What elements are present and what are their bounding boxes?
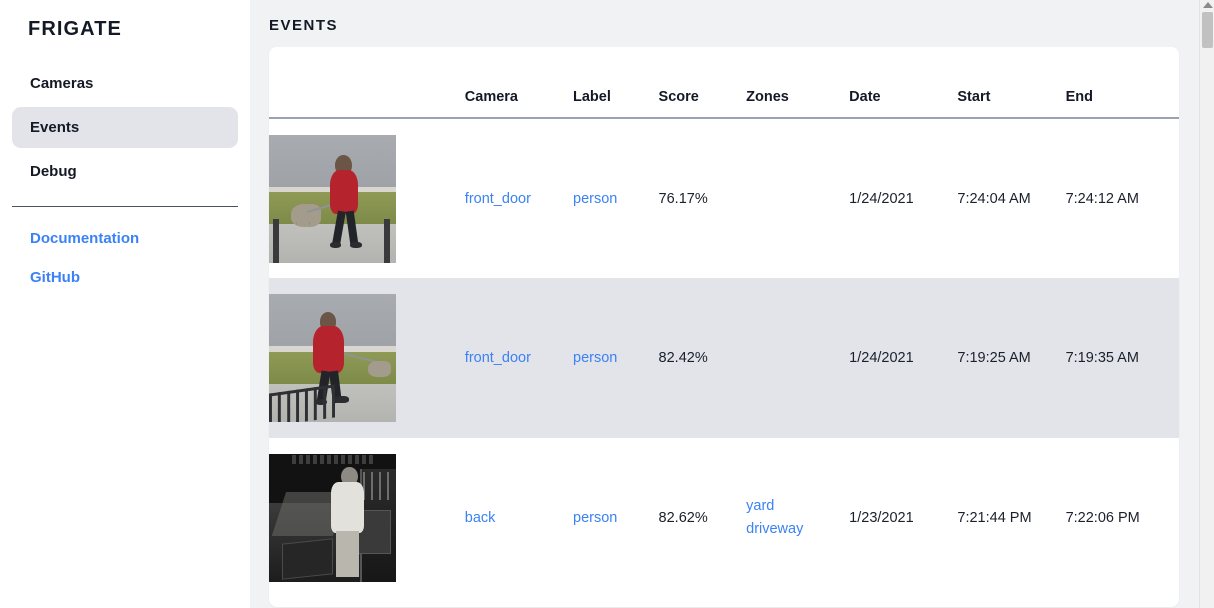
scene-dog xyxy=(368,360,391,378)
camera-link[interactable]: front_door xyxy=(464,350,531,366)
column-header-thumbnail xyxy=(269,47,465,119)
table-row[interactable]: front_door person 76.17% 1/24/2021 7:24:… xyxy=(269,118,1179,278)
event-thumbnail-image[interactable] xyxy=(269,294,396,422)
column-header-label: Label xyxy=(573,47,659,119)
dog-leg xyxy=(296,222,297,226)
event-start-cell: 7:19:25 AM xyxy=(957,350,1031,366)
event-camera-cell: back xyxy=(465,438,573,598)
events-table-header-row: Camera Label Score Zones Date Start End xyxy=(269,47,1179,119)
events-table-body: front_door person 76.17% 1/24/2021 7:24:… xyxy=(269,118,1179,598)
person-shirt xyxy=(331,482,365,534)
label-link[interactable]: person xyxy=(573,190,618,207)
camera-link[interactable]: front_door xyxy=(464,190,531,207)
events-table: Camera Label Score Zones Date Start End xyxy=(269,47,1179,598)
app-brand-title: FRIGATE xyxy=(28,18,122,40)
sidebar-item-cameras[interactable]: Cameras xyxy=(30,75,94,92)
person-shoe xyxy=(329,242,342,249)
events-table-head: Camera Label Score Zones Date Start End xyxy=(269,47,1179,119)
event-score-cell: 76.17% xyxy=(658,190,708,207)
event-end-cell: 7:24:12 AM xyxy=(1065,190,1139,207)
column-header-start: Start xyxy=(957,47,1066,119)
page-scrollbar[interactable] xyxy=(1199,0,1214,608)
event-zones-cell: yard driveway xyxy=(746,438,849,598)
person-red-coat xyxy=(313,326,344,374)
event-score-cell: 82.42% xyxy=(658,350,708,366)
scene-deck-railing xyxy=(363,471,394,501)
camera-link[interactable]: back xyxy=(464,510,496,526)
label-link[interactable]: person xyxy=(573,510,618,526)
event-thumbnail-image[interactable] xyxy=(269,454,396,582)
camera-timestamp-overlay xyxy=(291,455,376,464)
event-end-cell: 7:22:06 PM xyxy=(1065,510,1140,526)
event-label-cell: person xyxy=(573,438,659,598)
person-shoe xyxy=(350,242,362,249)
event-date-cell: 1/23/2021 xyxy=(849,510,914,526)
event-score-cell: 82.62% xyxy=(658,510,708,526)
event-start-cell: 7:24:04 AM xyxy=(957,190,1031,207)
person-pants xyxy=(336,530,360,577)
event-camera-cell: front_door xyxy=(465,278,573,438)
zone-link-driveway[interactable]: driveway xyxy=(746,521,804,537)
person-red-coat xyxy=(329,170,358,214)
column-header-date: Date xyxy=(849,47,958,119)
column-header-camera: Camera xyxy=(464,47,573,119)
sidebar-nav: Cameras Events Debug xyxy=(0,63,250,192)
event-start-cell: 7:21:44 PM xyxy=(957,510,1032,526)
column-header-zones: Zones xyxy=(746,47,850,119)
sidebar-external-links: Documentation GitHub xyxy=(0,219,250,297)
page-title: EVENTS xyxy=(269,17,339,34)
zone-link-yard[interactable]: yard xyxy=(746,497,775,514)
event-label-cell: person xyxy=(573,278,659,438)
event-zones-cell xyxy=(746,118,849,278)
event-thumbnail-cell xyxy=(269,278,465,438)
scrollbar-thumb[interactable] xyxy=(1202,12,1213,48)
sidebar-divider xyxy=(12,206,238,207)
table-row[interactable]: front_door person 82.42% 1/24/2021 7:19:… xyxy=(269,278,1179,438)
label-link[interactable]: person xyxy=(573,350,618,366)
dog-leg xyxy=(309,222,311,226)
event-label-cell: person xyxy=(573,118,659,278)
sidebar-link-documentation[interactable]: Documentation xyxy=(30,230,140,247)
event-date-cell: 1/24/2021 xyxy=(849,190,914,207)
scene-railing-post xyxy=(273,218,279,263)
event-date-cell: 1/24/2021 xyxy=(849,350,914,366)
sidebar-item-debug[interactable]: Debug xyxy=(30,163,77,180)
sidebar-link-github[interactable]: GitHub xyxy=(30,269,80,286)
column-header-end: End xyxy=(1065,47,1179,119)
main-content: EVENTS Camera Label Score Zones Date Sta… xyxy=(250,0,1214,608)
event-camera-cell: front_door xyxy=(465,118,573,278)
event-zones-cell xyxy=(746,278,849,438)
event-thumbnail-cell xyxy=(269,438,465,598)
scene-bin xyxy=(281,538,333,580)
person-shoe xyxy=(335,396,349,403)
sidebar: FRIGATE Cameras Events Debug Documentati… xyxy=(0,0,250,608)
event-end-cell: 7:19:35 AM xyxy=(1065,350,1139,366)
person-head xyxy=(335,154,352,176)
event-thumbnail-cell xyxy=(269,118,465,278)
table-row[interactable]: back person 82.62% yard driveway 1/23/20… xyxy=(269,438,1179,598)
scene-railing-post xyxy=(384,218,390,263)
column-header-score: Score xyxy=(658,47,747,119)
event-thumbnail-image[interactable] xyxy=(269,134,396,263)
person-head xyxy=(341,466,358,486)
scroll-up-arrow-icon[interactable] xyxy=(1203,2,1213,8)
events-card: Camera Label Score Zones Date Start End xyxy=(269,47,1179,607)
sidebar-item-events[interactable]: Events xyxy=(12,107,238,148)
